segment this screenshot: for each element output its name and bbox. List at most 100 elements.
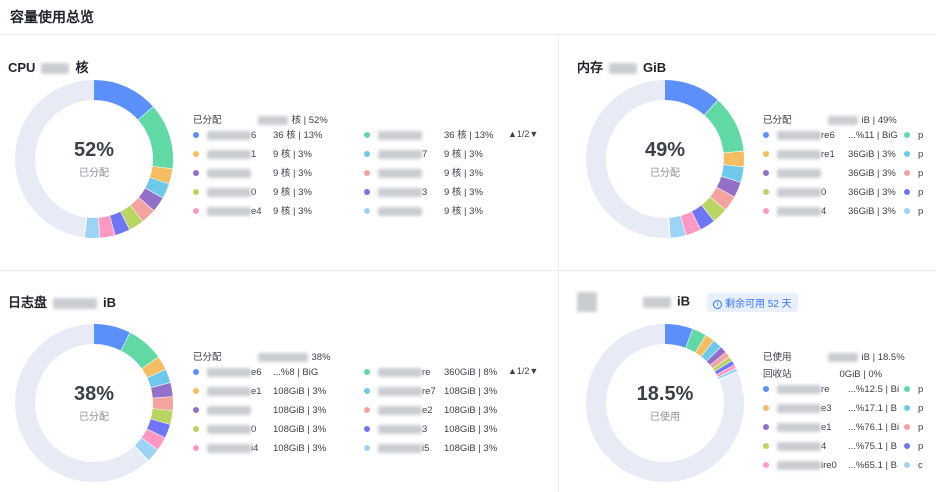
donut-slice[interactable]	[710, 352, 730, 369]
legend-item[interactable]: 36GiB | 3%	[763, 167, 901, 181]
donut-slice[interactable]	[129, 197, 154, 222]
donut-slice[interactable]	[664, 324, 694, 348]
donut-slice[interactable]	[716, 176, 741, 198]
legend-pager[interactable]: ▲1/2▼	[508, 129, 539, 139]
legend-name-suffix: e6	[251, 367, 262, 378]
legend-item[interactable]: 4 36GiB | 3%	[763, 205, 901, 219]
legend-name-suffix: p	[918, 441, 924, 452]
legend-item[interactable]: 1 9 核 | 3%	[193, 148, 358, 162]
donut-center: 38% 已分配	[54, 383, 134, 423]
donut-slice[interactable]	[146, 419, 170, 438]
legend-value: 36GiB | 3%	[848, 149, 896, 160]
legend-item[interactable]: re ...%12.5 | Bi	[763, 383, 901, 397]
legend-item[interactable]: e2 108GiB | 3%	[364, 404, 529, 418]
legend-name-suffix: e1	[821, 422, 832, 433]
donut-slice[interactable]	[709, 187, 735, 211]
donut-slice[interactable]	[680, 211, 701, 236]
legend-item[interactable]: re 360GiB | 8%	[364, 366, 529, 380]
legend-item[interactable]: p	[904, 421, 936, 435]
legend-item[interactable]: 0 9 核 | 3%	[193, 186, 358, 200]
redacted-text	[378, 443, 422, 453]
donut-slice[interactable]	[84, 217, 100, 238]
legend-item[interactable]: p	[904, 402, 936, 416]
legend-value: ...%12.5 | Bi	[848, 384, 900, 395]
donut-slice[interactable]	[691, 205, 714, 230]
redacted-text	[827, 115, 858, 125]
donut-slice[interactable]	[134, 437, 158, 461]
recycle-value: 0GiB | 0%	[839, 369, 883, 380]
donut-slice[interactable]	[138, 188, 163, 211]
donut-slice[interactable]	[668, 215, 686, 238]
legend-dot	[904, 405, 910, 412]
legend-item[interactable]: p	[904, 383, 936, 397]
donut-chart	[586, 80, 744, 238]
legend-pager[interactable]: ▲1/2▼	[508, 366, 539, 376]
donut-slice[interactable]	[142, 357, 166, 379]
donut-slice[interactable]	[151, 382, 173, 399]
legend-item[interactable]: e1 108GiB | 3%	[193, 385, 358, 399]
legend-item[interactable]: 3 9 核 | 3%	[364, 186, 529, 200]
legend-item[interactable]: 7 9 核 | 3%	[364, 148, 529, 162]
donut-slice[interactable]	[714, 361, 735, 375]
donut-slice[interactable]	[721, 164, 744, 183]
legend-item[interactable]: 3 108GiB | 3%	[364, 423, 529, 437]
redacted-text	[207, 424, 251, 434]
donut-slice[interactable]	[695, 335, 714, 357]
donut-slice[interactable]	[145, 177, 169, 199]
donut-slice[interactable]	[701, 340, 721, 362]
legend-item[interactable]: p	[904, 440, 936, 454]
donut-slice[interactable]	[97, 215, 115, 238]
donut-slice[interactable]	[704, 100, 744, 154]
legend-item[interactable]: e4 9 核 | 3%	[193, 205, 358, 219]
donut-slice[interactable]	[93, 80, 154, 121]
legend-item[interactable]: e1 ...%76.1 | Bi	[763, 421, 901, 435]
legend-item[interactable]: re7 108GiB | 3%	[364, 385, 529, 399]
legend-dot	[904, 424, 910, 431]
donut-slice[interactable]	[109, 211, 130, 236]
donut-slice[interactable]	[138, 106, 173, 170]
donut-slice[interactable]	[149, 166, 173, 185]
legend-item[interactable]: 0 36GiB | 3%	[763, 186, 901, 200]
slice-separator	[120, 332, 131, 351]
legend-item[interactable]: p	[904, 186, 936, 200]
donut-slice[interactable]	[120, 205, 143, 230]
legend-item[interactable]: e6 ...%8 | BiG	[193, 366, 358, 380]
donut-slice[interactable]	[664, 80, 719, 116]
legend-value: 108GiB | 3%	[273, 386, 327, 397]
donut-slice[interactable]	[701, 197, 726, 222]
donut-slice[interactable]	[120, 332, 159, 370]
legend-item[interactable]: i4 108GiB | 3%	[193, 442, 358, 456]
legend-item[interactable]: p	[904, 129, 936, 143]
legend-item[interactable]: e3 ...%17.1 | B	[763, 402, 901, 416]
legend-item[interactable]: re6 ...%11 | BiG	[763, 129, 901, 143]
legend-value: 9 核 | 3%	[444, 149, 483, 160]
legend-item[interactable]: 108GiB | 3%	[193, 404, 358, 418]
redacted-text	[207, 206, 251, 216]
legend-item[interactable]: i5 108GiB | 3%	[364, 442, 529, 456]
legend-dot	[904, 151, 910, 158]
donut-slice[interactable]	[150, 408, 173, 425]
legend-item[interactable]: 9 核 | 3%	[364, 205, 529, 219]
legend-item[interactable]: p	[904, 148, 936, 162]
legend-item[interactable]: 4 ...%75.1 | B	[763, 440, 901, 454]
legend-item[interactable]: 9 核 | 3%	[193, 167, 358, 181]
donut-slice[interactable]	[706, 347, 726, 366]
legend-dot	[763, 462, 769, 469]
legend-item[interactable]: c	[904, 459, 936, 473]
legend-item[interactable]: p	[904, 167, 936, 181]
donut-slice[interactable]	[712, 357, 732, 372]
legend-item[interactable]: ire0 ...%65.1 | B	[763, 459, 901, 473]
legend-item[interactable]: re1 36GiB | 3%	[763, 148, 901, 162]
donut-slice[interactable]	[141, 428, 165, 451]
redacted-text	[777, 403, 821, 413]
legend-name-suffix: ire0	[821, 460, 837, 471]
panel-title-prefix: 日志盘	[8, 295, 48, 310]
donut-slice[interactable]	[685, 329, 706, 353]
legend-item[interactable]: 0 108GiB | 3%	[193, 423, 358, 437]
donut-slice[interactable]	[147, 369, 171, 389]
legend-item[interactable]: 36 核 | 13%	[364, 129, 529, 143]
donut-slice[interactable]	[93, 324, 131, 351]
legend-item[interactable]: 6 36 核 | 13%	[193, 129, 358, 143]
legend-item[interactable]: 9 核 | 3%	[364, 167, 529, 181]
legend-item[interactable]: p	[904, 205, 936, 219]
